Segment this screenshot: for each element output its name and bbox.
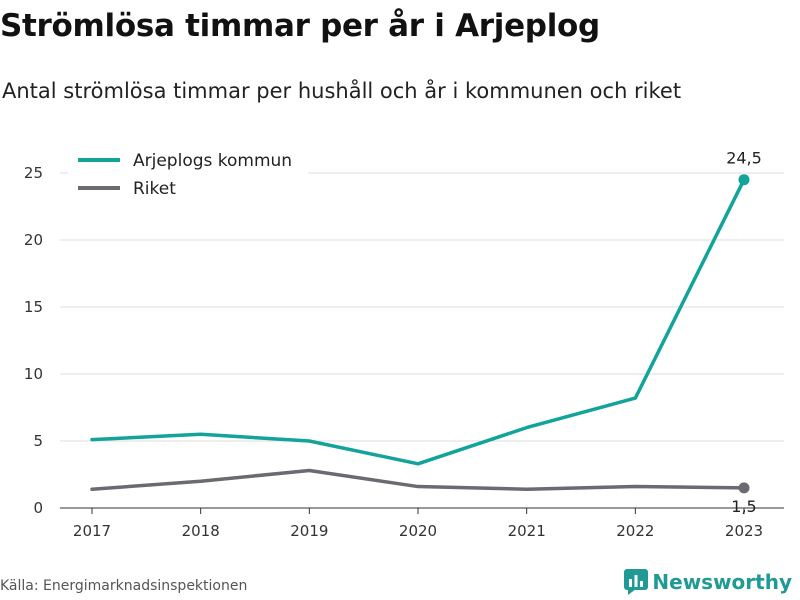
y-tick-label: 20 bbox=[24, 231, 43, 249]
brand-name: Newsworthy bbox=[652, 570, 792, 594]
x-tick-label: 2019 bbox=[290, 522, 328, 540]
x-tick-label: 2022 bbox=[616, 522, 654, 540]
chart-subtitle: Antal strömlösa timmar per hushåll och å… bbox=[2, 79, 682, 103]
legend-label: Riket bbox=[133, 179, 176, 199]
series-end-point bbox=[738, 174, 750, 186]
chart-title: Strömlösa timmar per år i Arjeplog bbox=[0, 8, 600, 44]
y-tick-label: 0 bbox=[33, 499, 43, 517]
y-tick-label: 5 bbox=[33, 432, 43, 450]
newsworthy-logo: Newsworthy bbox=[624, 569, 792, 595]
x-tick-label: 2023 bbox=[725, 522, 763, 540]
data-label: 24,5 bbox=[726, 149, 762, 168]
y-tick-label: 15 bbox=[24, 298, 43, 316]
x-tick-label: 2017 bbox=[73, 522, 111, 540]
x-tick-label: 2021 bbox=[508, 522, 546, 540]
x-tick-label: 2020 bbox=[399, 522, 437, 540]
legend-box bbox=[68, 147, 308, 203]
x-tick-label: 2018 bbox=[182, 522, 220, 540]
newsworthy-logo-icon bbox=[624, 569, 649, 595]
series-line-arjeplog bbox=[90, 177, 746, 466]
y-tick-label: 25 bbox=[24, 164, 43, 182]
legend-label: Arjeplogs kommun bbox=[133, 151, 292, 171]
y-tick-label: 10 bbox=[24, 365, 43, 383]
source-note: Källa: Energimarknadsinspektionen bbox=[0, 578, 248, 594]
data-label: 1,5 bbox=[731, 497, 756, 516]
series-line-riket bbox=[90, 468, 746, 491]
series-end-point bbox=[738, 482, 750, 494]
line-chart: 0 5 10 15 20 25 2017 2018 2019 2020 2021 2022 2023 24… bbox=[24, 147, 784, 540]
